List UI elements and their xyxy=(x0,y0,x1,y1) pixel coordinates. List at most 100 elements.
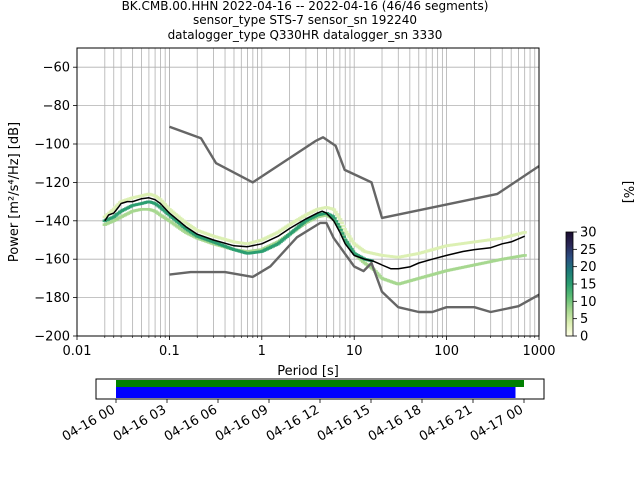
coverage-tick-label: 04-16 15 xyxy=(315,402,373,444)
y-axis-label: Power [m²/s⁴/Hz] [dB] xyxy=(7,122,22,262)
x-axis-label: Period [s] xyxy=(277,364,339,379)
psd-density-cell xyxy=(159,199,164,203)
psd-density-cell xyxy=(111,207,117,211)
psd-density-cell xyxy=(162,209,168,213)
x-tick-label: 10 xyxy=(346,344,363,359)
psd-density-cell xyxy=(341,224,346,228)
psd-density-cell xyxy=(336,215,341,219)
colorbar-tick-label: 10 xyxy=(580,295,597,310)
psd-density-cell xyxy=(333,220,339,223)
colorbar-label: [%] xyxy=(620,181,635,204)
psd-density-cell xyxy=(334,213,340,216)
psd-density-cell xyxy=(158,205,163,209)
coverage-tick-label: 04-16 00 xyxy=(60,402,118,444)
psd-density-cell xyxy=(108,210,114,213)
y-tick-label: −100 xyxy=(34,138,70,153)
coverage-tick-label: 04-16 21 xyxy=(417,402,475,444)
psd-density-cell xyxy=(164,211,169,214)
psd-density-cell xyxy=(333,210,338,214)
psd-density-cell xyxy=(345,232,351,236)
psd-density-cell xyxy=(343,238,348,242)
psd-density-cell xyxy=(359,258,364,262)
mean-psd-line xyxy=(104,197,525,270)
psd-density-cell xyxy=(340,232,345,235)
colorbar-gradient xyxy=(565,231,574,337)
plot-frame xyxy=(76,47,540,337)
noise-models xyxy=(168,125,539,314)
colorbar-ticks: 0 5 10 15 20 25 30 xyxy=(573,226,597,345)
noise-model-high xyxy=(168,125,539,220)
psd-density-cell xyxy=(374,271,380,275)
psd-density-cell xyxy=(114,204,120,208)
psd-density-cell xyxy=(337,218,343,221)
y-tick-label: −160 xyxy=(34,253,70,268)
colorbar-tick-label: 30 xyxy=(580,226,597,241)
psd-density-cell xyxy=(161,201,166,204)
noise-model-low xyxy=(169,221,539,314)
x-tick-label: 0.01 xyxy=(63,344,92,359)
psd-density-cell xyxy=(522,231,527,234)
psd-density-cell xyxy=(161,208,166,212)
psd-density-cell xyxy=(162,203,167,206)
psd-density-cell xyxy=(159,207,165,210)
psd-density-cell xyxy=(346,243,351,247)
psd-density-cell xyxy=(360,260,366,263)
coverage-tick-label: 04-17 00 xyxy=(468,402,526,444)
psd-density-cell xyxy=(341,235,346,239)
psd-density-cell xyxy=(350,250,356,253)
x-tick-label: 0.1 xyxy=(159,344,180,359)
psd-density-cell xyxy=(165,206,171,209)
grid-lines xyxy=(76,48,540,337)
psd-density-cell xyxy=(330,215,336,218)
y-tick-label: −60 xyxy=(43,61,70,76)
psd-density-cell xyxy=(104,214,109,217)
colorbar-tick-label: 5 xyxy=(580,312,588,327)
y-tick-label: −120 xyxy=(34,176,70,191)
psd-density-cell xyxy=(347,245,353,249)
psd-density-cell xyxy=(164,204,169,208)
psd-density-cell xyxy=(348,237,354,241)
psd-density-cell xyxy=(102,215,108,219)
y-tick-label: −180 xyxy=(34,291,70,306)
coverage-tick-label: 04-16 09 xyxy=(213,402,271,444)
psd-density-cell xyxy=(116,202,121,206)
coverage-data-bar xyxy=(116,380,524,387)
x-tick-label: 1000 xyxy=(522,344,555,359)
colorbar-tick-label: 20 xyxy=(580,260,597,275)
coverage-gap-bar xyxy=(116,387,516,398)
psd-density-cell xyxy=(165,212,171,216)
x-tick-label: 1 xyxy=(258,344,266,359)
psd-density-cell xyxy=(347,235,352,238)
psd-density-cell xyxy=(349,248,354,251)
psd-density-cell xyxy=(377,275,383,278)
psd-density-cell xyxy=(338,228,343,232)
psd-density-cell xyxy=(350,239,355,243)
coverage-tick-label: 04-16 12 xyxy=(264,402,322,444)
coverage-tick-label: 04-16 03 xyxy=(111,402,169,444)
psd-density-cell xyxy=(107,211,112,215)
psd-density-cell xyxy=(332,217,337,220)
y-tick-label: −200 xyxy=(34,330,70,345)
y-tick-label: −80 xyxy=(43,99,70,114)
psd-density-cell xyxy=(157,198,163,201)
mean-psd xyxy=(104,197,525,270)
y-tick-label: −140 xyxy=(34,214,70,229)
psd-density-cell xyxy=(113,206,118,209)
psd-density-cell xyxy=(335,222,340,226)
coverage-tick-label: 04-16 06 xyxy=(162,402,220,444)
psd-density-cell xyxy=(339,221,344,225)
psd-density-cell xyxy=(344,241,350,244)
psd-density-cell xyxy=(342,228,347,231)
psd-density-cell xyxy=(110,209,115,212)
coverage-tick-label: 04-16 18 xyxy=(366,402,424,444)
psd-density-cell xyxy=(344,230,349,234)
psd-density-cell xyxy=(331,208,337,212)
title-line-1: BK.CMB.00.HHN 2022-04-16 -- 2022-04-16 (… xyxy=(122,0,489,13)
psd-density-cell xyxy=(105,213,111,216)
colorbar-tick-label: 15 xyxy=(580,278,597,293)
psd-density xyxy=(102,192,527,286)
